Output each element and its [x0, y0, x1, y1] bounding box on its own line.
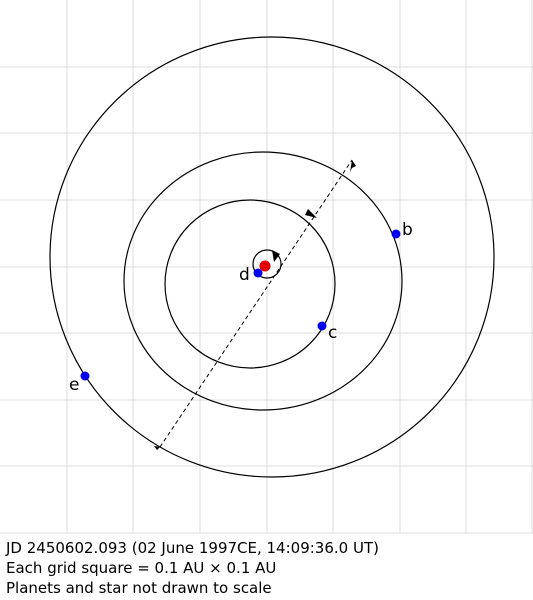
planet-label: b [402, 220, 413, 240]
planet-label: e [69, 375, 79, 395]
arrows [149, 160, 356, 450]
caption-line: JD 2450602.093 (02 June 1997CE, 14:09:36… [5, 539, 379, 557]
star [259, 260, 271, 272]
planet-d [253, 268, 263, 278]
orbit-c [164, 199, 336, 369]
line-of-apsides [159, 159, 353, 448]
orbit-d [252, 249, 282, 279]
orbit-b [123, 151, 403, 411]
planet-b [391, 229, 401, 239]
planet-label: d [239, 265, 250, 285]
planet-c [317, 321, 327, 331]
planet-e [80, 371, 90, 381]
caption-line: Planets and star not drawn to scale [6, 579, 272, 597]
planet-label: c [328, 323, 337, 343]
caption-line: Each grid square = 0.1 AU × 0.1 AU [6, 559, 276, 577]
orbit-e [49, 36, 495, 478]
